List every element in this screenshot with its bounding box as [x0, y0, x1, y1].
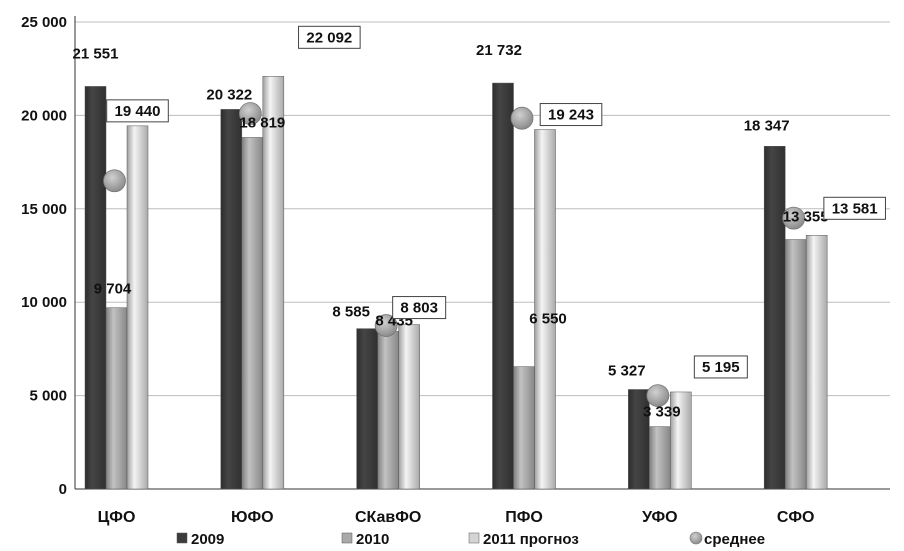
- category-label: ЮФО: [231, 509, 274, 526]
- data-label: 9 704: [94, 281, 132, 298]
- axes: 0 5 000 10 000 15 000 20 000 25 000 ЦФО ЮФО СКав…: [21, 14, 890, 526]
- data-label-box: [693, 355, 748, 379]
- category-label: СКавФО: [355, 509, 421, 526]
- bar: [649, 426, 671, 490]
- data-label: 22 092: [306, 29, 352, 46]
- data-label-box: [539, 103, 603, 127]
- bar: [534, 129, 556, 490]
- legend-swatch: [689, 531, 703, 545]
- y-tick-label: 10 000: [21, 294, 67, 311]
- data-label-box: [298, 25, 361, 49]
- y-tick-label: 5 000: [29, 388, 67, 405]
- data-label: 20 322: [206, 86, 252, 103]
- y-tick-label: 0: [59, 481, 67, 498]
- category-label: ПФО: [505, 509, 543, 526]
- legend-swatch: [468, 532, 480, 544]
- bar: [241, 137, 264, 490]
- bar: [105, 307, 128, 490]
- data-labels: 21 551 9 704 19 440 20 322 18 819 22 092 8 585…: [73, 25, 886, 421]
- data-label-box: [106, 99, 169, 123]
- bar: [356, 328, 378, 490]
- y-tick-label: 15 000: [21, 201, 67, 218]
- bar: [377, 331, 399, 490]
- bar: [398, 324, 420, 490]
- bar: [220, 109, 243, 490]
- bar: [492, 82, 514, 490]
- legend: 2009 2010 2011 прогноз среднее: [176, 531, 765, 548]
- average-marker: [646, 384, 670, 408]
- y-tick-label: 20 000: [21, 107, 67, 124]
- data-label: 18 347: [744, 117, 790, 134]
- average-marker: [782, 206, 806, 230]
- bar: [513, 366, 535, 490]
- category-label: СФО: [777, 509, 815, 526]
- data-label: 21 732: [476, 42, 522, 59]
- legend-swatch: [341, 532, 353, 544]
- average-marker: [103, 169, 126, 193]
- average-marker: [238, 102, 262, 125]
- data-label: 8 803: [400, 300, 438, 317]
- legend-label: 2011 прогноз: [483, 531, 579, 548]
- data-label-box: [823, 196, 886, 220]
- bars: [84, 76, 828, 490]
- data-label: 21 551: [73, 45, 119, 62]
- data-label: 18 819: [239, 114, 285, 131]
- legend-label: среднее: [704, 531, 765, 548]
- data-label: 13 355: [783, 209, 829, 226]
- bar: [763, 146, 786, 490]
- data-label: 5 327: [608, 362, 646, 379]
- data-label: 6 550: [529, 311, 567, 328]
- average-marker: [374, 314, 398, 337]
- y-tick-label: 25 000: [21, 14, 67, 31]
- bar: [784, 239, 807, 490]
- category-label: УФО: [642, 509, 677, 526]
- average-markers: [103, 102, 806, 408]
- data-label: 5 195: [702, 359, 740, 376]
- data-label: 8 585: [332, 304, 370, 321]
- average-marker: [510, 106, 534, 130]
- data-label: 19 243: [548, 107, 594, 124]
- gridlines: [75, 21, 890, 397]
- legend-label: 2009: [191, 531, 224, 548]
- bar: [670, 391, 692, 490]
- category-label: ЦФО: [98, 509, 136, 526]
- legend-swatch: [176, 532, 188, 544]
- bar: [262, 76, 285, 490]
- bar: [805, 235, 828, 490]
- bar: [126, 125, 149, 490]
- data-label: 3 339: [643, 404, 681, 421]
- data-label-box: [392, 296, 447, 320]
- data-label: 13 581: [832, 200, 878, 217]
- bar: [84, 86, 107, 490]
- data-label: 19 440: [115, 103, 161, 120]
- legend-label: 2010: [356, 531, 389, 548]
